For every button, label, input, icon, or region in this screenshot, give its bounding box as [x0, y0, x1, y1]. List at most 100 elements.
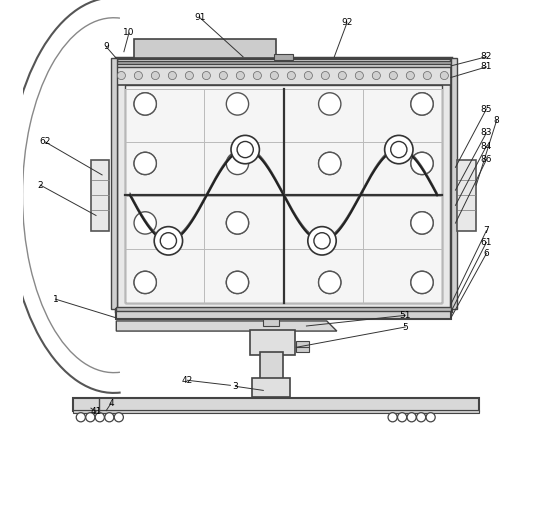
FancyBboxPatch shape — [260, 352, 283, 380]
Circle shape — [219, 71, 227, 80]
Circle shape — [134, 152, 156, 174]
FancyBboxPatch shape — [116, 309, 451, 319]
FancyBboxPatch shape — [116, 63, 451, 67]
Circle shape — [134, 212, 156, 234]
Circle shape — [411, 93, 433, 115]
Circle shape — [319, 152, 341, 174]
Circle shape — [154, 227, 183, 255]
Circle shape — [407, 413, 416, 422]
Circle shape — [411, 152, 433, 174]
Text: 3: 3 — [232, 382, 238, 391]
Circle shape — [417, 413, 426, 422]
Circle shape — [134, 93, 156, 115]
Circle shape — [338, 71, 347, 80]
Text: 9: 9 — [103, 42, 109, 51]
Circle shape — [270, 71, 278, 80]
Circle shape — [319, 271, 341, 294]
FancyBboxPatch shape — [116, 61, 451, 64]
Circle shape — [411, 271, 433, 294]
Text: 41: 41 — [91, 407, 102, 416]
FancyBboxPatch shape — [134, 39, 276, 58]
Circle shape — [319, 93, 341, 115]
Circle shape — [151, 71, 160, 80]
Text: 62: 62 — [40, 137, 51, 147]
Circle shape — [231, 135, 259, 164]
Circle shape — [134, 271, 156, 294]
Circle shape — [86, 413, 95, 422]
Circle shape — [411, 93, 433, 115]
Circle shape — [411, 212, 433, 234]
Circle shape — [226, 212, 248, 234]
Circle shape — [185, 71, 193, 80]
FancyBboxPatch shape — [296, 341, 309, 352]
Circle shape — [411, 212, 433, 234]
FancyBboxPatch shape — [73, 398, 479, 411]
Circle shape — [134, 71, 142, 80]
FancyBboxPatch shape — [116, 66, 451, 85]
Text: 5: 5 — [402, 322, 408, 332]
Circle shape — [372, 71, 380, 80]
Circle shape — [319, 271, 341, 294]
Text: 4: 4 — [108, 399, 114, 408]
Text: 2: 2 — [38, 180, 43, 190]
Text: 6: 6 — [484, 249, 489, 258]
Text: 91: 91 — [194, 13, 206, 22]
FancyBboxPatch shape — [457, 160, 476, 231]
Text: 81: 81 — [481, 62, 492, 71]
Circle shape — [226, 93, 248, 115]
Circle shape — [355, 71, 363, 80]
Circle shape — [385, 135, 413, 164]
FancyBboxPatch shape — [125, 85, 442, 303]
Circle shape — [423, 71, 431, 80]
FancyBboxPatch shape — [250, 330, 295, 355]
Text: 86: 86 — [481, 155, 492, 164]
Circle shape — [134, 93, 156, 115]
Circle shape — [253, 71, 262, 80]
Polygon shape — [116, 321, 337, 331]
Circle shape — [397, 413, 407, 422]
Circle shape — [304, 71, 312, 80]
Circle shape — [134, 152, 156, 174]
Circle shape — [95, 413, 104, 422]
Circle shape — [114, 413, 124, 422]
Text: 83: 83 — [481, 128, 492, 137]
FancyBboxPatch shape — [263, 319, 279, 326]
Text: 85: 85 — [481, 104, 492, 114]
Circle shape — [202, 71, 210, 80]
Circle shape — [319, 152, 341, 174]
Circle shape — [406, 71, 415, 80]
Circle shape — [118, 71, 125, 80]
Circle shape — [308, 227, 336, 255]
Circle shape — [388, 413, 397, 422]
Circle shape — [287, 71, 295, 80]
Text: 92: 92 — [341, 18, 353, 27]
FancyBboxPatch shape — [73, 410, 479, 413]
Circle shape — [105, 413, 114, 422]
Text: 8: 8 — [493, 116, 500, 125]
Circle shape — [226, 152, 248, 174]
Circle shape — [76, 413, 86, 422]
Circle shape — [321, 71, 330, 80]
Circle shape — [389, 71, 397, 80]
Circle shape — [134, 271, 156, 294]
Text: 1: 1 — [52, 295, 59, 304]
Circle shape — [226, 212, 248, 234]
FancyBboxPatch shape — [91, 160, 109, 231]
Circle shape — [226, 271, 248, 294]
Text: 82: 82 — [481, 52, 492, 61]
FancyBboxPatch shape — [252, 378, 290, 397]
Text: 10: 10 — [123, 28, 135, 38]
FancyBboxPatch shape — [111, 58, 118, 309]
Text: 61: 61 — [481, 238, 492, 247]
FancyBboxPatch shape — [274, 54, 293, 60]
Circle shape — [226, 271, 248, 294]
Text: 84: 84 — [481, 141, 492, 151]
Circle shape — [236, 71, 245, 80]
FancyBboxPatch shape — [451, 58, 457, 309]
Circle shape — [411, 271, 433, 294]
Text: 7: 7 — [484, 226, 489, 235]
Circle shape — [168, 71, 177, 80]
Circle shape — [426, 413, 435, 422]
FancyBboxPatch shape — [116, 58, 451, 311]
Circle shape — [411, 152, 433, 174]
